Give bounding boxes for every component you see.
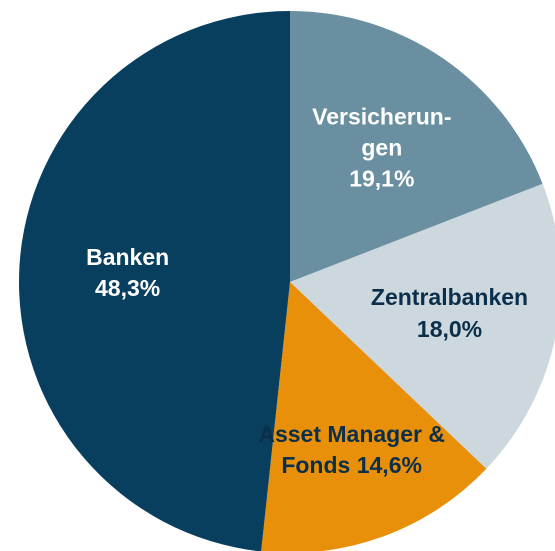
category-label: Banken	[86, 244, 170, 271]
slice-label: Zentralbanken 18,0%	[330, 282, 555, 344]
slice-label: Versicherun-gen 19,1%	[294, 101, 469, 194]
pie-slice	[261, 282, 487, 551]
value-label: 18,0%	[416, 315, 483, 342]
value-label: 14,6%	[356, 451, 422, 478]
value-label: 19,1%	[349, 165, 415, 192]
category-label: Asset Manager & Fonds	[258, 420, 445, 478]
value-label: 48,3%	[95, 275, 161, 302]
pie-slice	[18, 11, 290, 551]
slice-label: Banken 48,3%	[63, 242, 193, 304]
pie-slice	[290, 183, 555, 469]
pie-slice	[290, 11, 543, 282]
slice-label: Asset Manager & Fonds 14,6%	[257, 419, 447, 481]
category-label: Versicherun-gen	[312, 103, 452, 161]
category-label: Zentralbanken	[370, 284, 529, 311]
